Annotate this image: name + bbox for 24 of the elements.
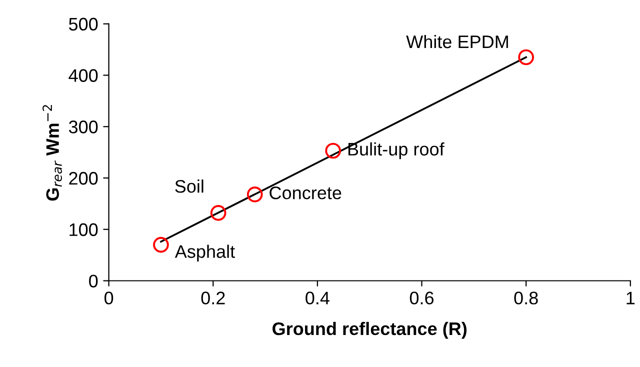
x-tick-label: 0.2 bbox=[201, 292, 225, 304]
y-tick-label: 200 bbox=[69, 172, 98, 185]
annotation: Concrete bbox=[270, 186, 342, 200]
point bbox=[518, 49, 534, 66]
x-tick-label: 0.4 bbox=[306, 292, 330, 304]
y-tick-label: 400 bbox=[68, 69, 98, 82]
point bbox=[153, 236, 169, 253]
x-tick-label: 0 bbox=[104, 292, 114, 304]
point bbox=[210, 205, 226, 221]
y-tick-label: 500 bbox=[68, 18, 98, 31]
point bbox=[246, 186, 263, 202]
y-axis-title: G$_{rear}$ Wm$^{−2}$ bbox=[42, 105, 62, 201]
annotation: Bulit-up roof bbox=[348, 142, 444, 160]
x-tick-label: 1 bbox=[626, 292, 635, 304]
x-tick-label: 0.6 bbox=[410, 292, 434, 304]
annotation: Soil bbox=[175, 180, 204, 193]
y-tick-label: 300 bbox=[68, 120, 98, 134]
y-tick-label: 0 bbox=[89, 274, 98, 288]
annotation: White EPDM bbox=[406, 34, 508, 48]
y-tick-label: 100 bbox=[70, 223, 98, 236]
x-tick-label: 0.8 bbox=[514, 292, 538, 304]
x-axis-title: Ground reflectance (R) bbox=[272, 322, 467, 339]
point bbox=[325, 142, 342, 159]
annotation: Asphalt bbox=[174, 244, 235, 262]
